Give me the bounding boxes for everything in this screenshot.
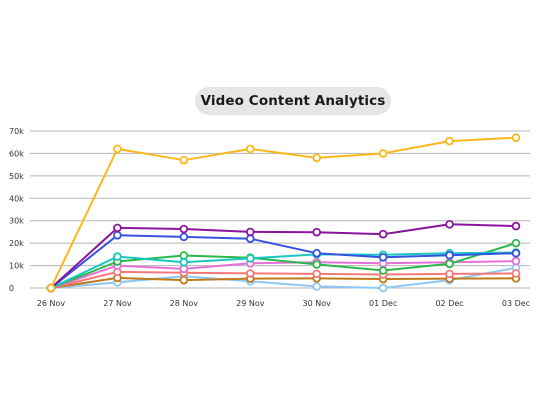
data-point [445,259,454,269]
series-line [50,251,517,289]
data-point [378,252,388,262]
data-point [245,227,255,237]
data-point [312,153,322,163]
data-point [378,149,388,158]
data-point [445,269,454,279]
data-point [378,283,388,293]
x-tick-label: 02 Dec [435,299,463,308]
y-tick-labels: 0 10k 20k 30k 40k 50k 60k 70k [9,127,24,293]
data-point [179,232,189,242]
series-line [50,223,517,289]
series-line [50,276,517,289]
series-line [50,234,517,289]
x-tick-label: 29 Nov [236,299,265,308]
y-tick-label: 0 [9,284,14,293]
y-tick-label: 60k [9,149,24,158]
data-point [511,238,521,248]
data-point [245,234,255,243]
data-point [511,133,521,143]
data-point [179,251,189,260]
data-point [378,229,388,239]
data-point [511,256,521,266]
y-gridlines [30,130,530,289]
x-tick-label: 26 Nov [37,299,66,308]
data-point [179,224,189,234]
data-point [179,155,189,165]
data-point [179,257,189,267]
data-point [113,252,122,261]
series-group [46,133,521,293]
data-point [245,254,255,263]
y-tick-label: 50k [9,172,24,181]
data-point [113,230,122,240]
data-point [511,221,521,231]
chart-title: Video Content Analytics [200,93,386,109]
data-point [511,248,521,258]
chart-title-pill: Video Content Analytics [195,87,391,115]
data-point [445,136,454,146]
y-tick-label: 40k [9,194,24,203]
data-point [245,144,255,154]
series-line [50,242,517,289]
data-point [245,269,255,278]
data-point [445,220,454,229]
data-point [312,282,322,291]
data-point [113,144,122,154]
data-point [511,269,521,278]
data-point [46,283,56,293]
x-tick-label: 27 Nov [103,299,132,308]
data-point [312,269,322,279]
y-tick-label: 70k [9,127,24,136]
series-line [50,266,517,289]
series [46,133,521,293]
series-line [50,270,517,289]
x-tick-label: 28 Nov [170,299,199,308]
data-point [113,223,122,233]
data-point [179,275,189,285]
data-point [445,250,454,260]
x-tick-label: 30 Nov [303,299,332,308]
series-line [50,260,517,289]
data-point [179,264,189,274]
y-tick-label: 30k [9,217,24,226]
x-tick-label: 01 Dec [369,299,397,308]
data-point [312,260,322,269]
data-point [312,227,322,237]
data-point [312,248,322,258]
y-tick-label: 20k [9,239,24,248]
series-line [50,136,517,289]
data-point [378,266,388,275]
y-tick-label: 10k [9,262,24,271]
x-tick-labels: 26 Nov 27 Nov 28 Nov 29 Nov 30 Nov 01 Dec 02 D… [37,299,530,308]
x-tick-label: 03 Dec [502,299,530,308]
